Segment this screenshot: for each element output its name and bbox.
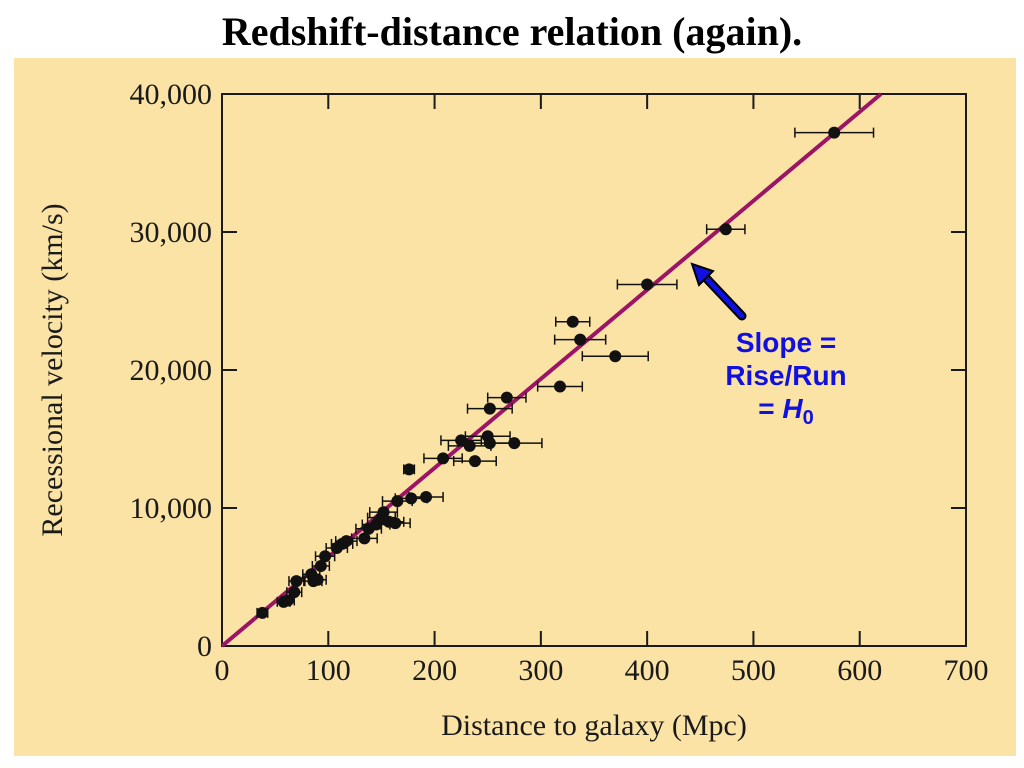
data-point [368,506,399,519]
data-point [486,391,527,404]
x-tick-label: 600 [837,654,882,687]
data-point-marker [290,575,303,588]
annotation-line-slope: Slope = [736,327,836,358]
data-point [452,455,497,468]
data-point [402,463,416,476]
hubble-fit-line [220,92,883,648]
data-point [705,223,746,236]
annotation-line-h0: = H0 [758,393,814,429]
data-point [616,278,678,291]
data-point-marker [281,594,294,607]
data-point [553,333,607,346]
data-point-marker [256,606,269,619]
data-point-marker [314,559,327,572]
data-point-marker [468,455,481,468]
data-point [447,439,492,452]
data-point [485,437,543,450]
x-tick-label: 100 [306,654,351,687]
y-tick-label: 20,000 [130,354,213,387]
data-point-marker [500,391,513,404]
data-point-marker [288,586,301,599]
data-point-marker [437,452,450,465]
data-point-marker [455,434,468,447]
axis-ticks [221,93,967,647]
y-tick-label: 40,000 [130,78,213,111]
axis-tick-labels: 0 100 200 300 400 500 600 700 0 10,000 20,000 30,00… [130,78,989,687]
data-point [466,402,513,415]
data-point-marker [463,439,476,452]
data-point [440,434,483,447]
y-tick-label: 10,000 [130,492,213,525]
data-point-marker [358,532,371,545]
x-tick-label: 300 [518,654,563,687]
data-point [423,452,463,465]
data-point [288,575,305,588]
data-point [554,315,591,328]
annotation-line-rise-run: Rise/Run [725,360,846,391]
y-tick-label: 30,000 [130,216,213,249]
data-points [256,126,875,619]
x-axis-title: Distance to galaxy (Mpc) [441,709,747,742]
chart-background-panel [14,58,1016,756]
annotation-h-symbol: H [782,393,803,424]
data-point-marker [641,278,654,291]
x-tick-label: 400 [625,654,670,687]
data-point [536,380,584,393]
data-point-marker [405,492,418,505]
y-axis-title: Recessional velocity (km/s) [36,203,69,536]
data-point-marker [553,380,566,393]
data-point-marker [508,437,521,450]
x-tick-label: 700 [944,654,989,687]
annotation-arrow-icon [690,262,747,321]
data-point [379,517,411,530]
annotation-h-subscript: 0 [803,407,814,429]
data-point-marker [719,223,732,236]
data-point-marker [391,495,404,508]
data-point-marker [340,535,353,548]
x-tick-label: 0 [215,654,230,687]
data-point-marker [403,463,416,476]
data-point-marker [574,333,587,346]
data-point-marker [566,315,579,328]
slide-title: Redshift-distance relation (again). [221,9,803,54]
data-point [308,573,327,586]
data-point-marker [319,550,332,563]
annotation-equals: = [758,393,782,424]
x-tick-label: 500 [731,654,776,687]
data-point-marker [420,490,433,503]
data-point-marker [377,506,390,519]
y-tick-label: 0 [197,630,212,663]
data-point [581,350,649,363]
data-point [350,532,378,545]
data-point [794,126,875,139]
data-point-marker [609,350,622,363]
data-point-marker [828,126,841,139]
x-tick-label: 200 [412,654,457,687]
slope-annotation: Slope = Rise/Run = H0 [690,262,847,429]
data-point-marker [311,573,324,586]
data-point-marker [389,517,402,530]
data-point [311,559,331,572]
data-point [256,606,269,619]
data-point [286,586,303,599]
data-point [408,490,444,503]
data-point-marker [483,402,496,415]
